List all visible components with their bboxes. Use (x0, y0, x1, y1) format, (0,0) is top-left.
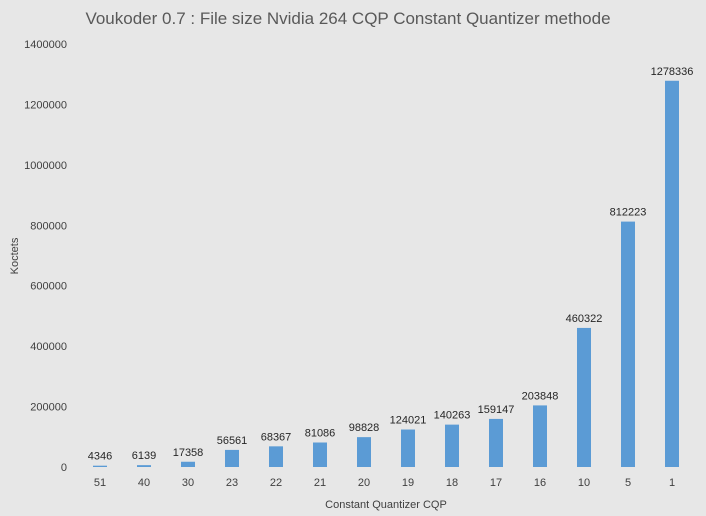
x-tick-label: 1 (669, 477, 675, 489)
y-tick-label: 1400000 (24, 39, 67, 51)
data-label: 812223 (610, 207, 647, 219)
bar (181, 461, 195, 467)
data-label: 140263 (434, 410, 471, 422)
bar (621, 221, 635, 467)
y-axis-title: Koctets (9, 237, 21, 274)
x-tick-label: 23 (226, 477, 238, 489)
data-label: 203848 (522, 390, 559, 402)
data-label: 460322 (566, 313, 603, 325)
x-axis-title: Constant Quantizer CQP (325, 499, 447, 511)
x-tick-label: 30 (182, 477, 194, 489)
bar-series: 4346 6139 17358 56561 68367 81086 98828 124021 1… (88, 66, 694, 467)
bar (313, 442, 327, 467)
y-tick-label: 200000 (30, 402, 67, 414)
bar (225, 449, 239, 467)
bar (269, 446, 283, 467)
y-axis: 0 200000 400000 600000 800000 1000000 1200000 1… (24, 39, 67, 474)
bar (665, 80, 679, 467)
bar (137, 465, 151, 467)
x-tick-label: 40 (138, 477, 150, 489)
bar (489, 418, 503, 467)
y-tick-label: 0 (61, 462, 67, 474)
y-tick-label: 800000 (30, 220, 67, 232)
x-tick-label: 17 (490, 477, 502, 489)
chart-title: Voukoder 0.7 : File size Nvidia 264 CQP … (85, 9, 610, 28)
x-axis: 51 40 30 23 22 21 20 19 18 17 16 10 5 1 (94, 477, 675, 489)
x-tick-label: 10 (578, 477, 590, 489)
x-tick-label: 22 (270, 477, 282, 489)
x-tick-label: 19 (402, 477, 414, 489)
data-label: 159147 (478, 404, 515, 416)
x-tick-label: 5 (625, 477, 631, 489)
bar (533, 405, 547, 467)
bar (577, 327, 591, 467)
x-tick-label: 21 (314, 477, 326, 489)
data-label: 68367 (261, 431, 292, 443)
data-label: 81086 (305, 428, 336, 440)
bar (401, 429, 415, 467)
y-tick-label: 1000000 (24, 160, 67, 172)
data-label: 6139 (132, 450, 156, 462)
x-tick-label: 18 (446, 477, 458, 489)
data-label: 98828 (349, 422, 380, 434)
x-tick-label: 16 (534, 477, 546, 489)
x-tick-label: 20 (358, 477, 370, 489)
data-label: 1278336 (651, 66, 694, 78)
bar (93, 465, 107, 467)
bar (445, 424, 459, 467)
data-label: 17358 (173, 447, 204, 459)
bar (357, 437, 371, 467)
data-label: 4346 (88, 451, 112, 463)
data-label: 124021 (390, 415, 427, 427)
data-label: 56561 (217, 435, 248, 447)
y-tick-label: 1200000 (24, 99, 67, 111)
y-tick-label: 400000 (30, 341, 67, 353)
x-tick-label: 51 (94, 477, 106, 489)
y-tick-label: 600000 (30, 281, 67, 293)
